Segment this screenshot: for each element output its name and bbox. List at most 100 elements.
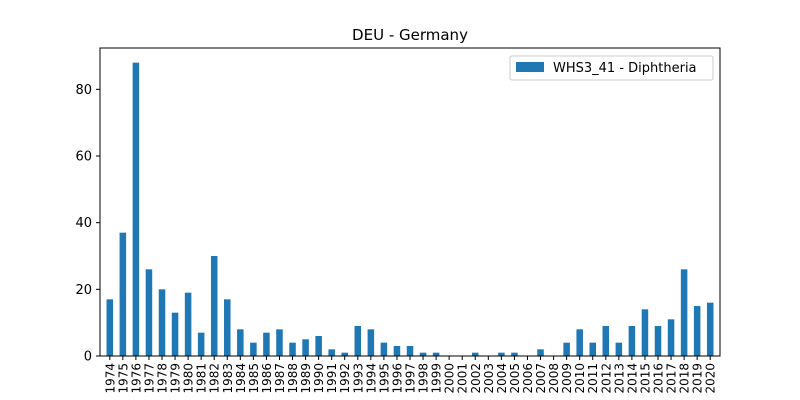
x-tick-label: 1994 [364,363,378,394]
bar-1975 [119,232,127,356]
bar-1976 [132,62,140,357]
bar-2017 [667,319,675,356]
chart-title: DEU - Germany [352,26,468,44]
x-tick-label: 2017 [665,363,679,394]
bar-1992 [341,352,348,356]
x-axis: 1974 1975 1976 1977 1978 1979 1980 1981 1982 1983… [103,356,718,394]
bar-2002 [472,352,479,356]
y-tick-label: 0 [84,350,92,365]
x-tick-label: 1996 [390,363,404,394]
x-tick-label: 1980 [182,363,196,394]
bar-1979 [171,312,179,356]
x-tick-label: 1981 [195,363,209,394]
x-tick-label: 1985 [247,363,261,394]
x-tick-label: 1991 [325,363,339,394]
x-tick-label: 2012 [599,363,613,394]
bar-1998 [419,352,427,356]
x-tick-label: 1997 [404,363,418,394]
legend-swatch [516,62,544,72]
bar-1980 [184,292,192,356]
x-tick-label: 2008 [547,363,561,394]
bar-2012 [602,326,610,356]
x-tick-label: 1990 [312,363,326,394]
bar-2004 [498,352,505,356]
bar-1991 [328,349,335,356]
x-tick-label: 1976 [129,363,143,394]
x-tick-label: 1974 [103,363,117,394]
x-tick-label: 1986 [260,363,274,394]
bar-2009 [563,342,570,356]
bar-2020 [706,302,714,356]
x-tick-label: 2007 [534,363,548,394]
x-tick-label: 2004 [495,363,509,394]
bar-1999 [432,352,440,356]
x-tick-label: 2001 [456,363,470,394]
bar-1984 [237,329,244,356]
bar-2016 [654,326,662,356]
bar-2018 [680,269,688,356]
x-tick-label: 2006 [521,363,535,394]
y-axis: 0 20 40 60 80 [75,83,100,365]
bar-1996 [393,346,401,356]
bar-1982 [210,256,218,356]
bar-2015 [641,309,649,356]
x-tick-label: 1982 [208,363,222,394]
x-tick-label: 1992 [338,363,352,394]
bar-1995 [380,342,388,356]
bar-1986 [263,332,270,356]
bar-2019 [693,306,701,356]
bar-1974 [106,299,114,356]
y-tick-label: 60 [75,150,92,165]
bar-1990 [315,336,322,356]
bar-1978 [158,289,166,356]
bar-2011 [589,342,596,356]
x-tick-label: 2016 [652,363,666,394]
x-tick-label: 2005 [508,363,522,394]
bar-2005 [511,352,518,356]
x-tick-label: 1987 [273,363,287,394]
bar-2014 [628,326,636,356]
bar-1981 [197,332,205,356]
bar-1988 [289,342,296,356]
bar-2010 [576,329,583,356]
legend: WHS3_41 - Diphtheria [509,55,714,81]
x-tick-label: 2000 [443,363,457,394]
bar-2013 [615,342,623,356]
x-tick-label: 1977 [142,363,156,394]
bar-1993 [354,326,362,356]
legend-box [509,55,714,81]
x-tick-label: 1979 [169,363,183,394]
x-tick-label: 1983 [221,363,235,394]
bar-2007 [537,349,544,356]
x-tick-label: 2018 [678,363,692,394]
bar-1989 [302,339,309,356]
x-tick-label: 1999 [430,363,444,394]
x-tick-label: 2011 [586,363,600,394]
bar-1994 [367,329,375,356]
bar-1983 [224,299,231,356]
x-tick-label: 2015 [638,363,652,394]
plot-frame [99,47,721,357]
x-tick-label: 2014 [625,363,639,394]
x-tick-label: 1984 [234,363,248,394]
bars-group [106,62,714,357]
bar-1977 [145,269,153,356]
y-tick-label: 80 [75,83,92,98]
x-tick-label: 2010 [573,363,587,394]
y-tick-label: 20 [75,283,92,298]
x-tick-label: 1989 [299,363,313,394]
x-tick-label: 1995 [377,363,391,394]
x-tick-label: 2019 [691,363,705,394]
x-tick-label: 1993 [351,363,365,394]
x-tick-label: 2003 [482,363,496,394]
bar-1997 [406,346,414,356]
x-tick-label: 2020 [704,363,718,394]
x-tick-label: 1978 [156,363,170,394]
legend-label: WHS3_41 - Diphtheria [553,61,697,76]
x-tick-label: 2002 [469,363,483,394]
x-tick-label: 2013 [612,363,626,394]
x-tick-label: 2009 [560,363,574,394]
bar-1985 [250,342,257,356]
y-tick-label: 40 [75,216,92,231]
